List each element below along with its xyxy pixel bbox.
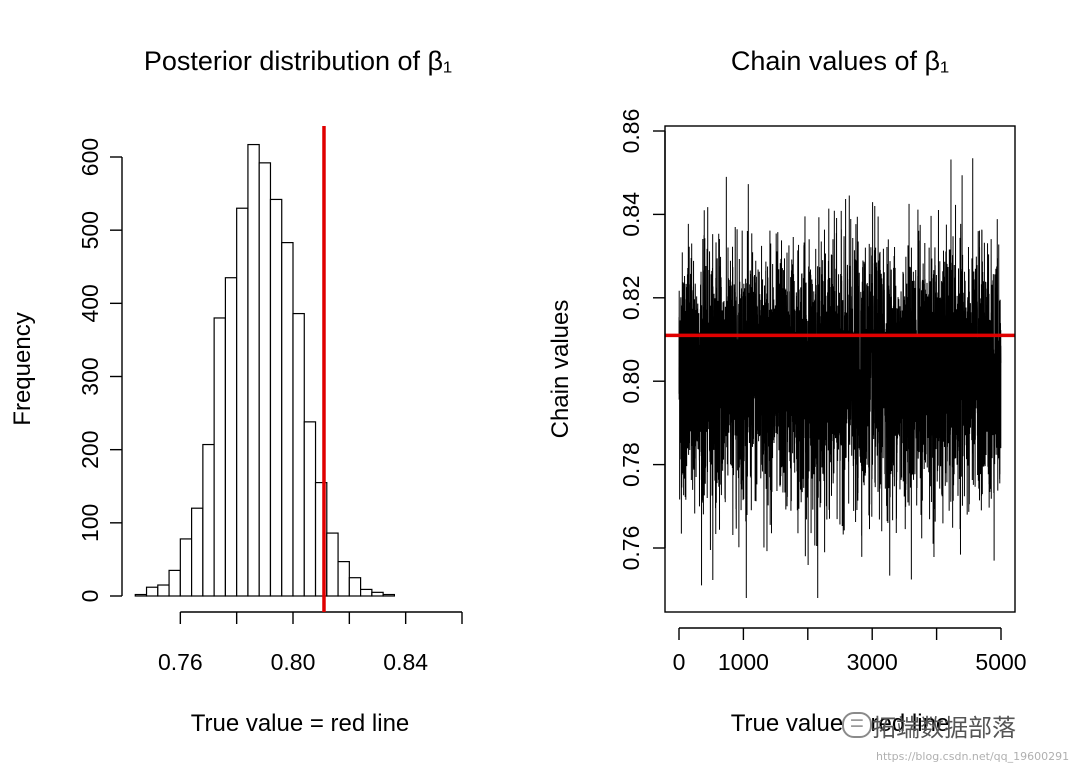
histogram-bar — [224, 277, 238, 597]
histogram-bar — [382, 593, 395, 597]
histogram-bar — [247, 143, 260, 597]
histogram-bar — [348, 577, 362, 597]
watermark-url: https://blog.csdn.net/qq_19600291 — [876, 750, 1070, 763]
trace-y-tick-label: 0.86 — [618, 109, 644, 154]
trace-x-tick-label: 5000 — [975, 649, 1026, 675]
watermark-text: 拓端数据部落 — [872, 714, 1016, 742]
histogram-y-tick-label: 200 — [77, 430, 103, 468]
trace-x-tick-label: 0 — [673, 649, 686, 675]
histogram-bar — [179, 538, 193, 597]
histogram-bar — [269, 198, 283, 597]
histogram-y-ticks: 0 100 200 300 400 500 600 — [77, 138, 122, 603]
trace-y-tick-label: 0.84 — [618, 192, 644, 237]
trace-y-tick-label: 0.78 — [618, 442, 644, 487]
histogram-y-tick-label: 500 — [77, 211, 103, 249]
histogram-bar — [371, 591, 384, 597]
histogram-y-tick-label: 300 — [77, 357, 103, 395]
histogram-y-tick-label: 600 — [77, 138, 103, 176]
histogram-bar — [281, 242, 294, 597]
histogram-x-tick-label: 0.84 — [383, 649, 428, 675]
histogram-bar — [360, 588, 373, 597]
histogram-bar — [326, 532, 339, 597]
histogram-x-tick-label: 0.76 — [158, 649, 203, 675]
trace-y-tick-label: 0.82 — [618, 275, 644, 320]
histogram-bar — [134, 593, 148, 597]
histogram-bar — [191, 507, 204, 597]
histogram-y-tick-label: 400 — [77, 284, 103, 322]
trace-y-tick-label: 0.76 — [618, 526, 644, 571]
histogram-bar — [236, 207, 249, 597]
histogram-panel: Posterior distribution of β₁ 0 100 200 300 4… — [9, 46, 463, 737]
trace-series-line — [678, 158, 1002, 599]
trace-y-label: Chain values — [547, 300, 574, 439]
trace-y-ticks: 0.76 0.78 0.80 0.82 0.84 0.86 — [618, 109, 665, 571]
trace-x-tick-label: 1000 — [718, 649, 769, 675]
histogram-bar — [337, 561, 350, 597]
histogram-y-tick-label: 100 — [77, 504, 103, 542]
histogram-bars — [134, 143, 395, 597]
histogram-bar — [168, 569, 181, 597]
histogram-x-ticks: 0.76 0.80 0.84 — [158, 612, 463, 675]
histogram-bar — [157, 584, 170, 597]
histogram-x-tick-label: 0.80 — [271, 649, 316, 675]
trace-x-label: True value = red line — [731, 710, 950, 737]
histogram-bar — [303, 421, 317, 597]
histogram-bar — [202, 443, 215, 597]
histogram-bar — [258, 162, 272, 597]
trace-x-tick-label: 3000 — [847, 649, 898, 675]
trace-title: Chain values of β₁ — [731, 46, 949, 76]
trace-y-tick-label: 0.80 — [618, 359, 644, 404]
trace-panel: Chain values of β₁ 0.760.780.800.820.840… — [547, 46, 1027, 737]
histogram-y-label: Frequency — [9, 312, 36, 425]
wechat-icon — [842, 712, 872, 738]
histogram-y-tick-label: 0 — [77, 590, 103, 603]
histogram-bar — [213, 317, 226, 597]
histogram-title: Posterior distribution of β₁ — [144, 46, 452, 76]
histogram-bar — [292, 312, 305, 597]
trace-x-ticks: 0 1000 3000 5000 — [673, 628, 1027, 675]
histogram-bar — [145, 586, 159, 597]
histogram-x-label: True value = red line — [191, 710, 410, 737]
